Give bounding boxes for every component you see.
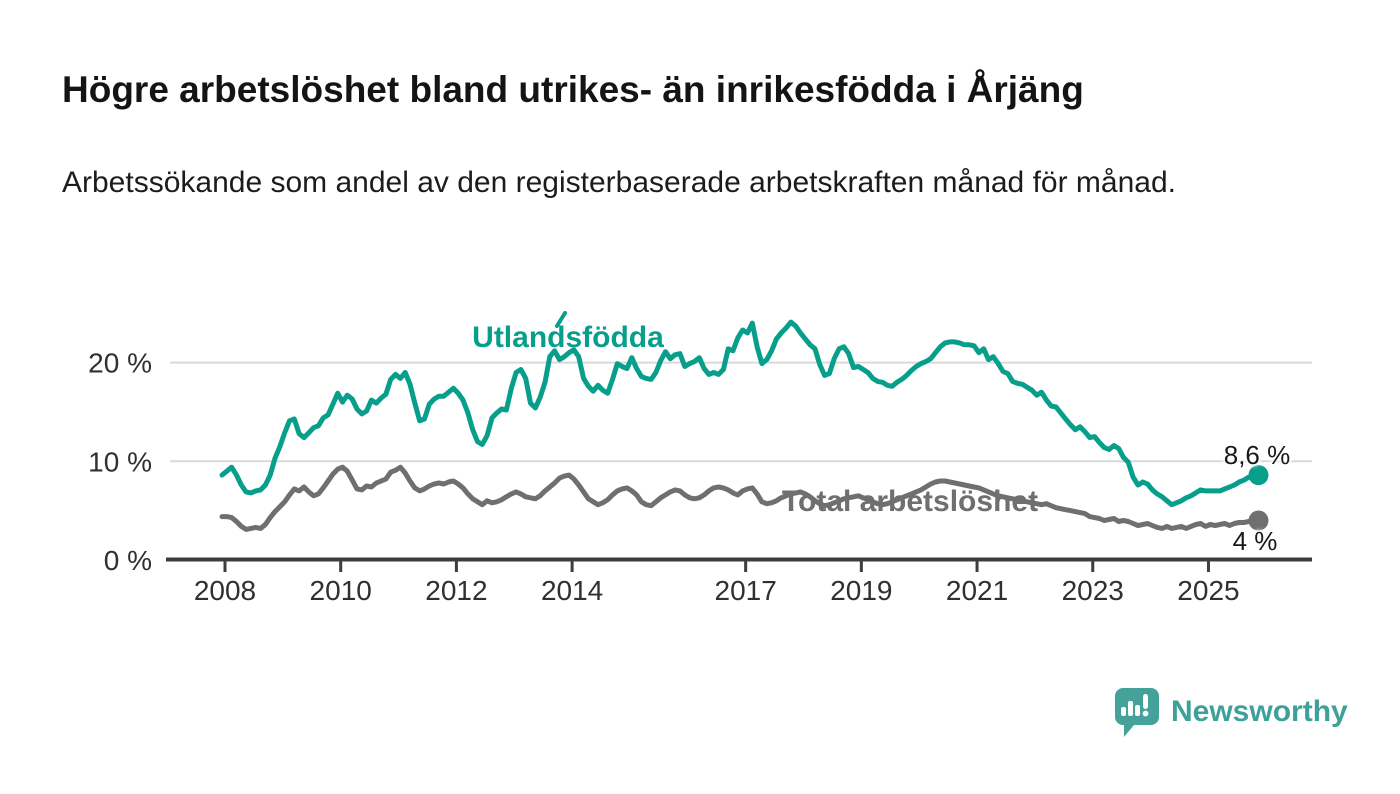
bar-1 (1121, 707, 1126, 716)
x-tick-label: 2025 (1177, 575, 1239, 606)
line-utlandsf-dda (219, 319, 1261, 508)
annotations (555, 311, 567, 328)
endpoint-dot-total-arbetsl-shet (1248, 510, 1269, 531)
series-label-total-arbetsloshet: Total arbetslöshet (781, 485, 1039, 518)
chart-title: Högre arbetslöshet bland utrikes- än inr… (62, 69, 1084, 110)
x-tick-label: 2010 (310, 575, 372, 606)
exclamation-stem (1143, 694, 1148, 709)
endpoint-dot-utlandsf-dda (1248, 465, 1269, 486)
series-label-utlandsfodda: Utlandsfödda (472, 321, 664, 354)
end-value-label-utlandsfodda: 8,6 % (1223, 440, 1291, 470)
label-accent-mark (555, 311, 567, 328)
chart-subtitle: Arbetssökande som andel av den registerb… (62, 166, 1176, 199)
end-value-label-total: 4 % (1232, 526, 1278, 556)
bar-2 (1128, 701, 1133, 716)
x-tick-label: 2008 (194, 575, 256, 606)
x-tick-label: 2014 (541, 575, 603, 606)
newsworthy-wordmark: Newsworthy (1171, 695, 1348, 728)
x-tick-label: 2023 (1062, 575, 1124, 606)
y-tick-label: 0 % (104, 545, 152, 576)
newsworthy-logo: Newsworthy (1112, 684, 1348, 740)
x-tick-label: 2021 (946, 575, 1008, 606)
gridlines (170, 361, 1312, 463)
speech-bubble-bar-chart-icon (1115, 688, 1159, 737)
line-total-arbetsl-shet (219, 464, 1261, 532)
x-tick-label: 2019 (830, 575, 892, 606)
y-axis-labels: 0 % 10 % 20 % (88, 348, 152, 576)
series-lines (219, 319, 1269, 532)
bar-3 (1135, 705, 1140, 716)
exclamation-dot (1142, 710, 1149, 717)
x-tick-label: 2012 (425, 575, 487, 606)
x-tick-label: 2017 (715, 575, 777, 606)
y-tick-label: 10 % (88, 446, 152, 477)
x-axis: 2008 2010 2012 2014 2017 2019 2021 2023 2025 (166, 557, 1312, 606)
y-tick-label: 20 % (88, 348, 152, 379)
